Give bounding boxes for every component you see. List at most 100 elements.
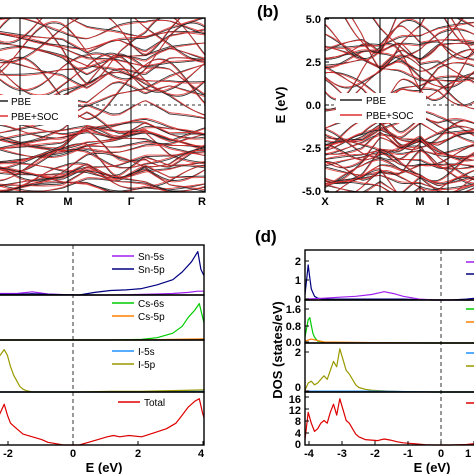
band-line-pbe [0, 29, 205, 54]
band-line-soc [0, 57, 205, 89]
panel-d-xtick-label: -2 [370, 448, 380, 460]
panel-d-label: (d) [255, 227, 277, 246]
band-line-pbe [0, 119, 205, 135]
panel-d-xtick-label: 0 [438, 448, 444, 460]
band-line-pbe [0, 56, 205, 121]
band-line-soc [0, 165, 205, 187]
legend-label-sn5p: Sn-5p [138, 265, 165, 276]
band-line-pbe [325, 175, 474, 189]
panel-d-xlabel: E (eV) [414, 460, 451, 474]
panel-c-legend-4: Total [118, 398, 165, 409]
panel-d-ytick-label: 16 [289, 394, 301, 406]
band-line-pbe [0, 129, 205, 173]
band-line-soc [0, 163, 205, 191]
panel-a-frame [0, 17, 206, 193]
band-line-soc [0, 120, 205, 140]
panel-c-xtick-label: 2 [135, 448, 141, 460]
panel-b-label: (b) [257, 2, 279, 21]
band-line-soc [325, 141, 474, 167]
band-line-pbe [0, 178, 205, 192]
band-line-soc [325, 131, 474, 155]
legend-box [0, 95, 78, 125]
panel-b-ytick-label: -5.0 [302, 186, 321, 198]
legend-label-soc: PBE+SOC [366, 111, 414, 122]
band-line-soc [325, 122, 474, 142]
panel-b-xtick-r: R [376, 196, 384, 208]
band-line-pbe [354, 171, 474, 192]
band-line-pbe [0, 18, 181, 57]
band-line-soc [325, 61, 474, 88]
dos-curve-cs-6s [0, 303, 205, 341]
band-line-pbe [0, 149, 205, 170]
panel-c-curves [0, 251, 205, 446]
panel-d-ytick-label: 0.8 [286, 321, 301, 333]
panel-c-legend-1: Sn-5s Sn-5p [112, 252, 165, 276]
band-line-soc [325, 121, 474, 152]
legend-label-soc: PBE+SOC [11, 112, 59, 123]
panel-b-ytick-label: 5.0 [306, 14, 321, 26]
legend-label-pbe: PBE [11, 97, 31, 108]
band-line-pbe [325, 158, 474, 192]
band-line-soc [354, 169, 474, 192]
band-line-soc [372, 18, 464, 61]
panel-c-subplot-4 [0, 391, 205, 446]
band-line-soc [0, 18, 205, 64]
panel-a-legend: PBE PBE+SOC [0, 95, 78, 125]
band-line-soc [325, 27, 474, 69]
panel-c-xtick-label: -2 [3, 448, 13, 460]
panel-d-ytick-label: 8 [295, 416, 301, 428]
dos-curve-series-2-0 [304, 348, 474, 393]
band-line-soc [0, 18, 205, 85]
panel-d-subplot-2 [304, 299, 474, 344]
panel-d-ytick-label: 0 [295, 294, 301, 306]
panel-c-subplot-1 [0, 244, 205, 296]
band-line-pbe [0, 143, 205, 182]
band-line-soc [0, 33, 205, 67]
panel-b-ytick-label: -2.5 [302, 143, 321, 155]
band-line-soc [344, 18, 474, 55]
panel-b-ytick-label: 0.0 [306, 100, 321, 112]
panel-c-subplot-3 [0, 339, 205, 393]
panel-d-legend-stubs [466, 261, 474, 404]
panel-d-xtick-label: -3 [337, 448, 347, 460]
panel-a: PBE PBE+SOC R M Γ R [0, 17, 206, 208]
panel-c: Sn-5s Sn-5p Cs-6s Cs-5p I-5s I-5p Total … [0, 244, 205, 474]
band-line-pbe [325, 149, 474, 161]
panel-d-xtick-label: -1 [403, 448, 413, 460]
panel-b-ylabel: E (eV) [273, 87, 288, 124]
band-line-pbe [0, 166, 205, 192]
band-line-pbe [0, 18, 205, 63]
dos-curve-series-0-0 [304, 264, 474, 301]
band-line-soc [0, 122, 205, 150]
band-line-soc [0, 54, 205, 96]
panel-b-yticks: 5.0 2.5 0.0 -2.5 -5.0 [302, 14, 329, 198]
legend-label-pbe: PBE [366, 96, 386, 107]
dos-curve-series-1-0 [304, 317, 474, 344]
panel-d-ytick-label: 2 [295, 256, 301, 268]
panel-d-subplot-3 [304, 342, 474, 393]
band-line-soc [335, 168, 474, 192]
legend-label-total: Total [144, 398, 165, 409]
band-line-soc [0, 31, 205, 50]
band-line-pbe [0, 122, 205, 149]
band-line-pbe [0, 132, 205, 157]
legend-label-cs5p: Cs-5p [138, 312, 165, 323]
band-line-soc [325, 180, 474, 192]
band-line-soc [0, 21, 205, 81]
band-line-soc [325, 42, 474, 68]
panel-b-legend: PBE PBE+SOC [336, 93, 426, 123]
panel-c-xtick-label: 4 [198, 448, 205, 460]
band-line-soc [0, 133, 205, 153]
panel-c-legend-2: Cs-6s Cs-5p [112, 299, 165, 323]
band-line-pbe [325, 29, 474, 68]
panel-d-yticks: 2 1 0 1.6 0.8 0.0 2 0 16 12 8 4 0 [286, 256, 309, 451]
dos-curve-sn-5p [0, 251, 205, 296]
band-line-pbe [325, 121, 474, 151]
panel-d-ytick-label: 0 [295, 382, 301, 394]
band-line-soc [325, 125, 474, 162]
band-line-soc [325, 159, 474, 192]
band-line-soc [325, 175, 474, 192]
band-line-soc [0, 18, 205, 39]
band-line-soc [325, 45, 474, 83]
